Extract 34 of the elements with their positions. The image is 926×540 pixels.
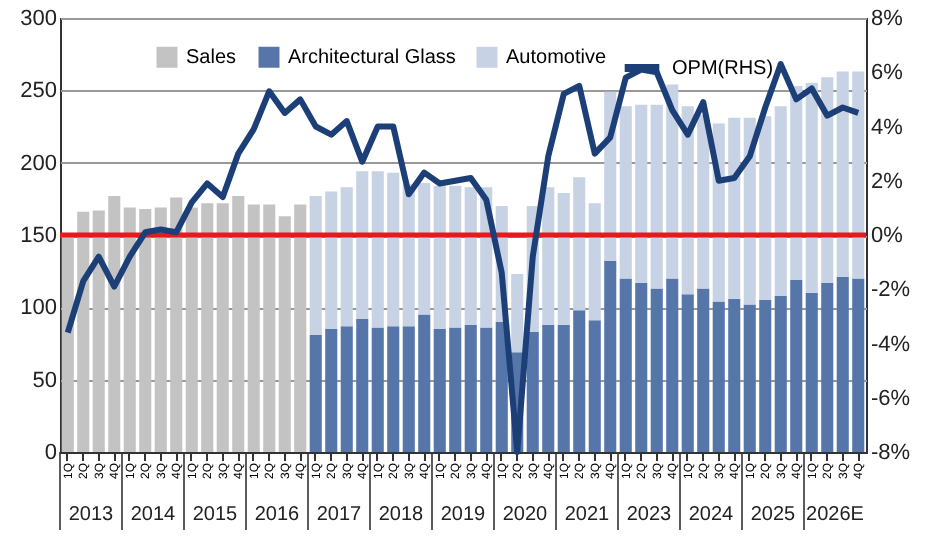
text: 2023 bbox=[626, 504, 673, 526]
y2-tick-label: -2% bbox=[871, 278, 911, 303]
y-tick-label: 100 bbox=[20, 296, 57, 321]
text: 2021 bbox=[564, 504, 611, 526]
text: 2019 bbox=[440, 504, 487, 526]
y2-tick-label: 4% bbox=[871, 115, 904, 140]
y2-tick-label: 2% bbox=[871, 169, 904, 194]
y-tick-label: 200 bbox=[20, 151, 57, 176]
y-tick-label: 300 bbox=[20, 7, 57, 31]
legend-label: Sales bbox=[186, 47, 237, 70]
y2-tick-label: -8% bbox=[871, 441, 911, 465]
text: 2020 bbox=[502, 504, 549, 526]
text: 2014 bbox=[130, 504, 177, 526]
text: 2015 bbox=[192, 504, 239, 526]
y-tick-label: 0 bbox=[44, 441, 57, 465]
text: 2017 bbox=[316, 504, 363, 526]
y-tick-label: 150 bbox=[20, 224, 57, 248]
y2-tick-label: 6% bbox=[871, 61, 904, 86]
text: 2025 bbox=[750, 504, 797, 526]
y-tick-label: 50 bbox=[32, 368, 57, 393]
line-series bbox=[64, 61, 862, 455]
y2-tick-label: 8% bbox=[871, 7, 904, 31]
legend-label: Architectural Glass bbox=[288, 47, 456, 70]
y2-tick-label: -6% bbox=[871, 386, 911, 411]
text: 2013 bbox=[68, 504, 115, 526]
legend-label: Automotive bbox=[506, 47, 607, 70]
text: 2024 bbox=[688, 504, 735, 526]
text: 2026E bbox=[806, 504, 865, 526]
legend-label: OPM(RHS) bbox=[672, 58, 774, 80]
y-tick-label: 250 bbox=[20, 79, 57, 104]
text: 2016 bbox=[254, 504, 301, 526]
y2-tick-label: -4% bbox=[871, 332, 911, 357]
text: 2018 bbox=[378, 504, 425, 526]
y2-tick-label: 0% bbox=[871, 224, 904, 248]
